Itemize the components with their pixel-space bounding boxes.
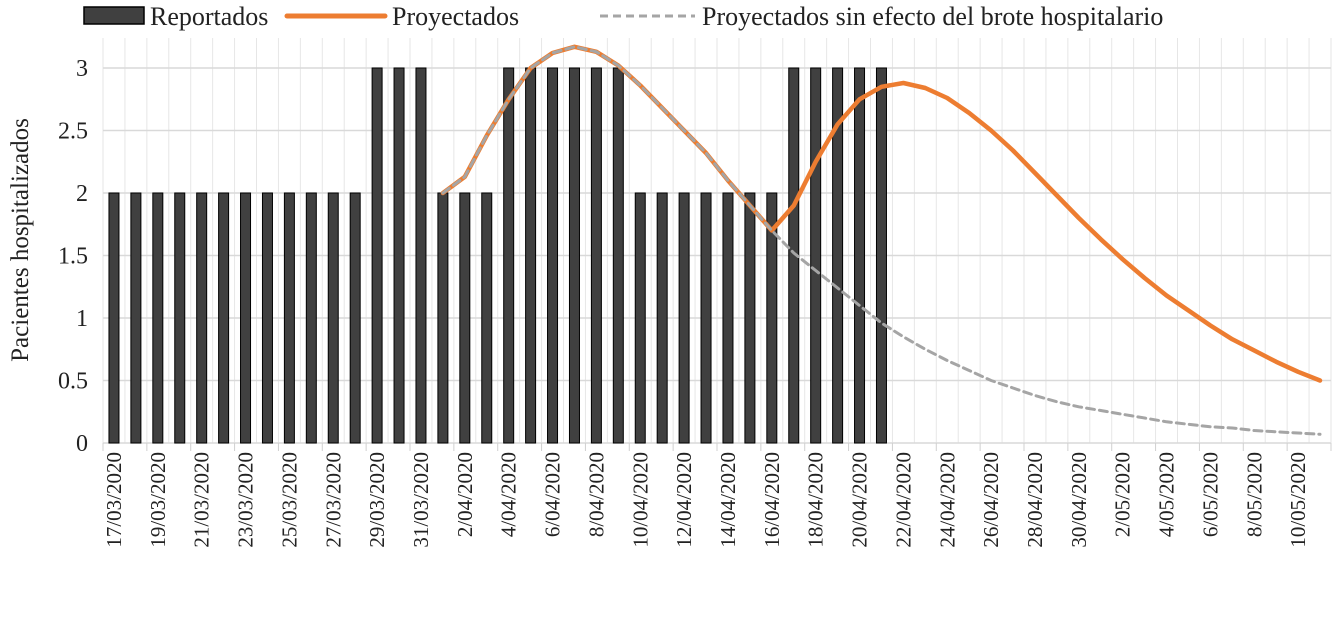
bar-reportados	[503, 67, 515, 444]
y-tick-label: 3	[76, 56, 88, 82]
bar-reportados	[108, 192, 120, 444]
bar-reportados	[590, 67, 602, 444]
bar-reportados	[437, 192, 449, 444]
x-tick-label: 23/03/2020	[234, 452, 258, 548]
x-tick-label: 10/05/2020	[1286, 452, 1310, 548]
x-tick-label: 8/04/2020	[584, 452, 608, 537]
x-tick-label: 26/04/2020	[979, 452, 1003, 548]
x-tick-label: 16/04/2020	[760, 452, 784, 548]
legend-label-reportados: Reportados	[150, 2, 268, 31]
bar-reportados	[240, 192, 252, 444]
legend: Reportados Proyectados Proyectados sin e…	[83, 2, 1163, 31]
bar-reportados	[547, 67, 559, 444]
x-tick-label: 25/03/2020	[277, 452, 301, 548]
x-tick-label: 6/05/2020	[1198, 452, 1222, 537]
bar-reportados	[261, 192, 273, 444]
bar-reportados	[656, 192, 668, 444]
bar-reportados	[327, 192, 339, 444]
x-tick-label: 21/03/2020	[190, 452, 214, 548]
x-tick-label: 31/03/2020	[409, 452, 433, 548]
x-tick-label: 4/05/2020	[1155, 452, 1179, 537]
y-tick-label: 2.5	[58, 119, 88, 145]
y-axis-ticks: 0 0.5 1 1.5 2 2.5 3	[58, 56, 88, 457]
bar-reportados	[612, 67, 624, 444]
legend-label-sin-efecto: Proyectados sin efecto del brote hospita…	[702, 2, 1163, 31]
x-tick-label: 10/04/2020	[628, 452, 652, 548]
bars-reportados	[108, 67, 887, 444]
x-tick-label: 4/04/2020	[497, 452, 521, 537]
line-proyectados	[440, 44, 1323, 383]
bar-reportados	[196, 192, 208, 444]
bar-reportados	[744, 192, 756, 444]
bar-reportados	[766, 192, 778, 444]
x-tick-label: 27/03/2020	[321, 452, 345, 548]
bar-reportados	[700, 192, 712, 444]
bar-reportados	[525, 67, 537, 444]
x-tick-label: 20/04/2020	[848, 452, 872, 548]
x-tick-label: 17/03/2020	[102, 452, 126, 548]
bar-reportados	[832, 67, 844, 444]
bar-reportados	[283, 192, 295, 444]
bar-reportados	[810, 67, 822, 444]
y-tick-label: 1	[76, 306, 88, 332]
x-tick-label: 24/04/2020	[935, 452, 959, 548]
bar-reportados	[634, 192, 646, 444]
x-tick-label: 19/03/2020	[146, 452, 170, 548]
x-tick-label: 2/04/2020	[453, 452, 477, 537]
bar-reportados	[568, 67, 580, 444]
x-tick-label: 12/04/2020	[672, 452, 696, 548]
bar-reportados	[481, 192, 493, 444]
y-axis-title: Pacientes hospitalizados	[7, 118, 34, 362]
bar-reportados	[854, 67, 866, 444]
y-tick-label: 2	[76, 181, 88, 207]
legend-swatch-reportados	[83, 6, 145, 25]
bar-reportados	[174, 192, 186, 444]
bar-reportados	[415, 67, 427, 444]
x-tick-label: 18/04/2020	[804, 452, 828, 548]
x-tick-label: 14/04/2020	[716, 452, 740, 548]
x-tick-label: 2/05/2020	[1111, 452, 1135, 537]
y-tick-label: 1.5	[58, 244, 88, 270]
bar-reportados	[152, 192, 164, 444]
bar-reportados	[349, 192, 361, 444]
bar-reportados	[218, 192, 230, 444]
x-tick-label: 28/04/2020	[1023, 452, 1047, 548]
y-tick-label: 0	[76, 431, 88, 457]
bar-reportados	[130, 192, 142, 444]
x-tick-label: 8/05/2020	[1242, 452, 1266, 537]
legend-label-proyectados: Proyectados	[392, 2, 519, 31]
x-tick-label: 22/04/2020	[891, 452, 915, 548]
bar-reportados	[875, 67, 887, 444]
bar-reportados	[678, 192, 690, 444]
x-axis-ticks: 17/03/2020 19/03/2020 21/03/2020 23/03/2020…	[102, 443, 1332, 548]
y-tick-label: 0.5	[58, 369, 88, 395]
bar-reportados	[305, 192, 317, 444]
bar-reportados	[722, 192, 734, 444]
bar-reportados	[393, 67, 405, 444]
x-tick-label: 30/04/2020	[1067, 452, 1091, 548]
x-tick-label: 6/04/2020	[541, 452, 565, 537]
bar-reportados	[459, 192, 471, 444]
x-tick-label: 29/03/2020	[365, 452, 389, 548]
projection-lines	[440, 44, 1323, 436]
bar-reportados	[371, 67, 383, 444]
